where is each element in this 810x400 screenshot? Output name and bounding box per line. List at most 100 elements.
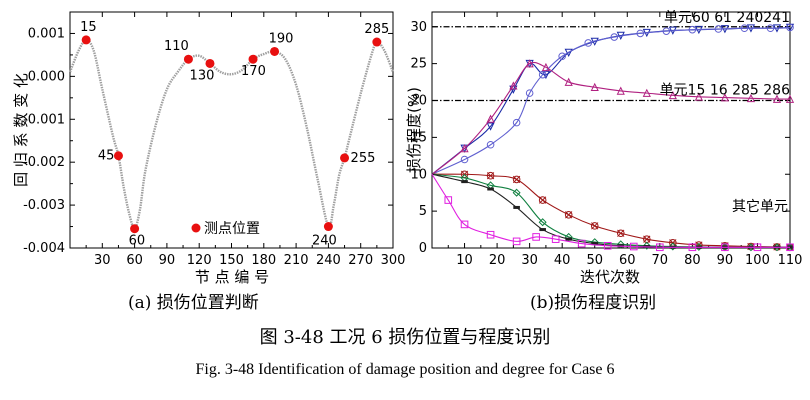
chart-b-x-tick-label: 110 [778, 253, 803, 268]
chart-b-series-1-marker [558, 52, 566, 61]
chart-b-series-6-marker [656, 243, 664, 252]
chart-a-point-240 [323, 222, 333, 232]
chart-b-series-2-marker [785, 94, 795, 103]
chart-b-annotation-group1: 单元60 61 240241 [664, 10, 790, 26]
chart-b-x-tick-label: 100 [745, 253, 770, 268]
chart-b-series-4-marker [616, 240, 625, 249]
chart-b-series-2-marker [525, 59, 534, 68]
chart-b-series-4-marker [512, 188, 521, 197]
chart-b-x-tick-label: 40 [554, 253, 571, 268]
chart-b-series-5-marker [513, 205, 520, 209]
chart-b-series-1-marker [662, 27, 671, 35]
chart-b-y-tick-label: 5 [419, 204, 427, 219]
chart-b-series-6-marker [721, 243, 729, 252]
chart-a-point-110 [183, 54, 193, 64]
chart-b-series-1-marker [512, 118, 521, 127]
chart-a-y-tick-label: -0.003 [23, 198, 65, 213]
chart-a-point-170 [248, 54, 258, 64]
chart-b-series-1-marker [714, 25, 723, 33]
chart-b-series-6-marker [460, 220, 469, 229]
chart-a-point-45 [113, 151, 123, 161]
chart-b-series-5-marker [539, 228, 546, 232]
chart-b-series-6-marker [786, 243, 794, 252]
chart-a-point-130 [205, 58, 215, 68]
chart-b-x-tick-label: 30 [521, 253, 538, 268]
chart-b-x-tick-label: 20 [489, 253, 506, 268]
chart-b-series-1-marker [525, 89, 534, 97]
chart-b-series-5-marker [565, 237, 572, 241]
chart-b-y-tick-label: 0 [419, 241, 427, 256]
chart-b-series-2-marker [460, 144, 469, 153]
chart-a-point-60 [130, 224, 140, 234]
chart-b-subtitle: (b)损伤程度识别 [530, 293, 657, 313]
chart-b-series-6-marker [688, 243, 697, 252]
chart-b-x-tick-label: 60 [619, 253, 636, 268]
chart-a-curve-layer [68, 38, 395, 230]
chart-b-series-3-marker [590, 222, 599, 230]
chart-b-series-3-marker [616, 229, 625, 238]
chart-a-x-tick-label: 90 [159, 253, 176, 268]
chart-b-x-axis-label: 迭代次数 [580, 268, 640, 286]
chart-b-series-1-marker [486, 140, 495, 149]
chart-a-x-tick-label: 240 [316, 253, 341, 268]
chart-a-point-label-240: 240 [312, 234, 337, 249]
chart-b-x-tick-label: 80 [684, 253, 701, 268]
chart-b-series-3-marker [512, 175, 521, 184]
chart-a-x-tick-label: 120 [187, 253, 212, 268]
figure-caption-chinese: 图 3-48 工况 6 损伤位置与程度识别 [259, 327, 551, 348]
chart-b-series-4-marker [668, 242, 677, 251]
chart-b-series-line-6 [431, 173, 790, 248]
chart-b-series-5-marker [591, 242, 599, 246]
chart-b-damage-degree: 10 20 30 40 50 60 70 80 90 100 110 0 5 10 15 20 25 30 损伤程… [405, 10, 802, 286]
chart-a-x-tick-label: 270 [348, 253, 373, 268]
chart-a-y-axis-label: 回 归 系 数 变 化 [12, 73, 30, 187]
figure-caption-english: Fig. 3-48 Identification of damage posit… [195, 361, 615, 378]
chart-a-point-15 [81, 35, 91, 45]
chart-b-series-1-marker [460, 155, 469, 164]
chart-b-series-1-marker [584, 39, 593, 47]
chart-a-point-label-110: 110 [164, 39, 189, 54]
chart-b-series-2-marker [509, 81, 518, 90]
chart-b-series-2-marker [590, 82, 599, 92]
chart-b-annotation-others: 其它单元 [732, 198, 788, 215]
chart-b-series-6-marker [577, 239, 586, 248]
chart-a-y-tick-label: -0.004 [23, 241, 65, 256]
chart-b-series-2-marker [720, 93, 730, 102]
chart-b-series-2-marker [772, 94, 782, 103]
chart-a-y-tick-label: 0.000 [28, 69, 65, 84]
chart-b-series-1-marker [766, 24, 775, 33]
chart-a-point-190 [270, 46, 280, 56]
chart-b-y-tick-label: 30 [410, 20, 427, 35]
chart-b-series-6-marker [551, 235, 560, 243]
chart-a-point-label-15: 15 [80, 20, 97, 35]
chart-b-series-layer [431, 23, 795, 252]
chart-b-series-0-marker [486, 122, 495, 131]
chart-a-x-tick-label: 300 [381, 253, 406, 268]
chart-b-series-6-marker [629, 242, 638, 251]
chart-b-series-1-marker [740, 24, 749, 33]
chart-a-x-tick-label: 30 [94, 253, 111, 268]
chart-a-legend-label: 测点位置 [204, 221, 260, 237]
chart-a-point-label-190: 190 [269, 31, 294, 46]
chart-a-y-tick-label: 0.001 [28, 26, 65, 41]
chart-a-y-tick-label: -0.002 [23, 155, 65, 170]
chart-b-series-5-marker [487, 187, 494, 191]
chart-b-series-2-marker [486, 114, 495, 123]
chart-b-y-tick-label: 15 [410, 130, 427, 145]
chart-b-series-1-marker [688, 25, 697, 34]
chart-a-point-label-255: 255 [351, 151, 376, 166]
chart-b-series-2-marker [616, 86, 625, 95]
chart-b-axes: 10 20 30 40 50 60 70 80 90 100 110 0 5 10 15 20 25 30 [410, 11, 803, 268]
chart-b-series-6-marker [532, 233, 540, 241]
chart-b-series-4-marker [538, 218, 547, 227]
chart-a-x-tick-label: 150 [219, 253, 244, 268]
chart-a-x-tick-label: 180 [251, 253, 276, 268]
chart-b-series-2-marker [668, 90, 677, 100]
chart-a-point-255 [340, 153, 350, 163]
chart-b-series-3-marker [538, 196, 547, 204]
chart-b-series-1-marker [636, 29, 645, 38]
chart-b-series-6-marker [753, 243, 762, 252]
chart-b-series-5-marker [461, 180, 468, 184]
chart-a-frame [69, 11, 394, 249]
